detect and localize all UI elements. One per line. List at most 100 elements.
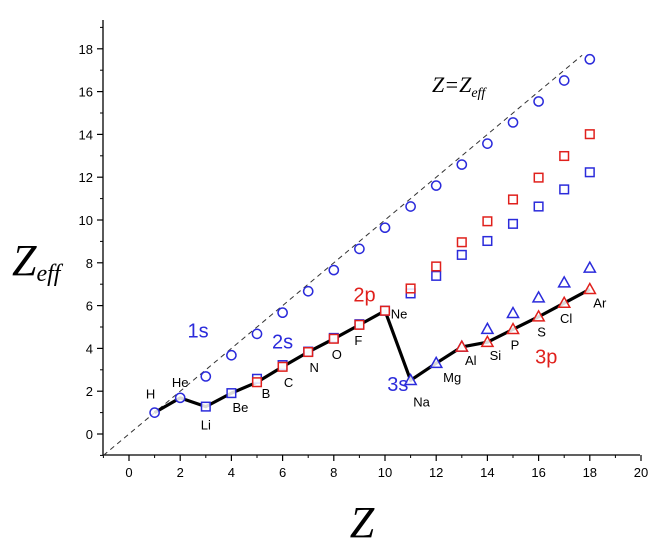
- data-point-blue-triangle: [506, 305, 520, 319]
- data-point-blue-circle: [533, 96, 544, 107]
- data-point-blue-triangle: [582, 260, 597, 273]
- data-point-blue-circle: [174, 392, 186, 404]
- x-tick-label: 12: [429, 465, 443, 480]
- data-point-red-triangle: [506, 322, 520, 335]
- data-point-blue-circle: [405, 201, 416, 212]
- element-label: He: [172, 375, 189, 390]
- data-point-blue-circle: [507, 117, 519, 128]
- x-tick-label: 16: [531, 465, 545, 480]
- element-label: F: [354, 333, 362, 348]
- y-tick-label: 4: [86, 341, 93, 356]
- data-point-blue-triangle: [429, 355, 444, 369]
- x-tick-label: 6: [279, 465, 286, 480]
- element-label: C: [284, 375, 293, 390]
- data-point-blue-square: [431, 270, 442, 281]
- data-point-blue-circle: [277, 307, 288, 319]
- data-point-blue-square: [456, 249, 467, 260]
- data-point-blue-circle: [251, 328, 263, 340]
- orbital-label: 2s: [272, 331, 293, 353]
- data-point-blue-square: [200, 401, 211, 412]
- element-label: Be: [232, 400, 248, 415]
- data-point-blue-circle: [149, 407, 160, 418]
- x-tick-label: 18: [583, 465, 597, 480]
- data-point-red-square: [379, 305, 391, 316]
- x-tick-label: 4: [228, 465, 235, 480]
- element-label: Si: [490, 348, 502, 363]
- y-tick-label: 18: [79, 42, 93, 57]
- x-tick-label: 10: [378, 465, 392, 480]
- diagonal-label: Z=Zeff: [432, 72, 487, 101]
- orbital-label: 3s: [387, 374, 408, 396]
- element-label: Na: [413, 394, 430, 409]
- element-label: P: [511, 337, 520, 352]
- y-tick-label: 6: [86, 299, 93, 314]
- data-point-red-triangle: [531, 309, 546, 322]
- data-point-red-square: [559, 150, 570, 162]
- data-point-blue-circle: [558, 75, 570, 86]
- data-point-blue-circle: [430, 180, 442, 191]
- element-label: Ne: [391, 307, 408, 322]
- x-tick-label: 2: [177, 465, 184, 480]
- x-tick-label: 14: [480, 465, 494, 480]
- data-point-red-square: [507, 194, 519, 205]
- y-tick-label: 8: [86, 256, 93, 271]
- x-tick-label: 8: [330, 465, 337, 480]
- data-point-blue-circle: [302, 285, 314, 297]
- data-point-blue-triangle: [531, 290, 546, 303]
- element-label: S: [537, 325, 546, 340]
- y-tick-label: 0: [86, 427, 93, 442]
- data-point-red-square: [328, 333, 339, 344]
- data-point-blue-circle: [200, 371, 212, 382]
- data-point-blue-square: [507, 218, 519, 229]
- diagonal-reference-line: [103, 54, 583, 456]
- data-point-blue-square: [226, 388, 237, 399]
- element-label: O: [332, 347, 342, 362]
- data-point-red-square: [354, 319, 365, 330]
- data-point-blue-square: [533, 201, 544, 212]
- element-label: Li: [201, 418, 211, 433]
- data-point-blue-circle: [379, 222, 391, 234]
- data-point-blue-circle: [456, 159, 468, 170]
- data-point-blue-triangle: [557, 275, 572, 288]
- data-point-blue-circle: [482, 138, 493, 149]
- data-point-red-square: [431, 261, 442, 272]
- element-label: B: [262, 386, 271, 401]
- element-label: Mg: [443, 370, 461, 385]
- orbital-label: 2p: [353, 284, 375, 306]
- data-point-red-square: [251, 377, 263, 388]
- x-tick-label: 20: [634, 465, 648, 480]
- data-point-blue-circle: [354, 243, 365, 255]
- y-tick-label: 14: [79, 127, 93, 142]
- data-point-red-square: [405, 283, 416, 294]
- orbital-label: 3p: [535, 346, 557, 368]
- element-label: Ar: [593, 295, 607, 310]
- orbital-label: 1s: [188, 321, 209, 343]
- element-label: Al: [465, 353, 477, 368]
- data-point-red-square: [482, 216, 493, 227]
- valence-electron-line: [153, 287, 591, 414]
- y-tick-label: 12: [79, 170, 93, 185]
- data-point-blue-triangle: [480, 321, 495, 335]
- data-point-red-square: [584, 129, 595, 140]
- y-tick-label: 16: [79, 85, 93, 100]
- y-axis-title: Zeff: [12, 236, 64, 287]
- data-point-blue-circle: [584, 53, 596, 65]
- y-tick-label: 10: [79, 213, 93, 228]
- x-tick-label: 0: [125, 465, 132, 480]
- data-point-blue-square: [559, 184, 570, 195]
- data-point-red-square: [456, 237, 467, 248]
- data-point-red-triangle: [480, 334, 495, 348]
- data-point-red-triangle: [557, 295, 572, 308]
- element-label: H: [146, 387, 155, 402]
- element-label: N: [310, 360, 319, 375]
- element-label: Cl: [560, 311, 572, 326]
- data-point-blue-circle: [328, 264, 340, 276]
- data-point-red-square: [533, 172, 544, 183]
- data-point-blue-square: [584, 167, 595, 178]
- data-point-red-square: [277, 361, 288, 372]
- data-point-blue-triangle: [403, 372, 418, 386]
- data-point-blue-square: [482, 235, 493, 247]
- data-point-red-square: [303, 346, 314, 358]
- x-axis-title: Z: [350, 498, 375, 547]
